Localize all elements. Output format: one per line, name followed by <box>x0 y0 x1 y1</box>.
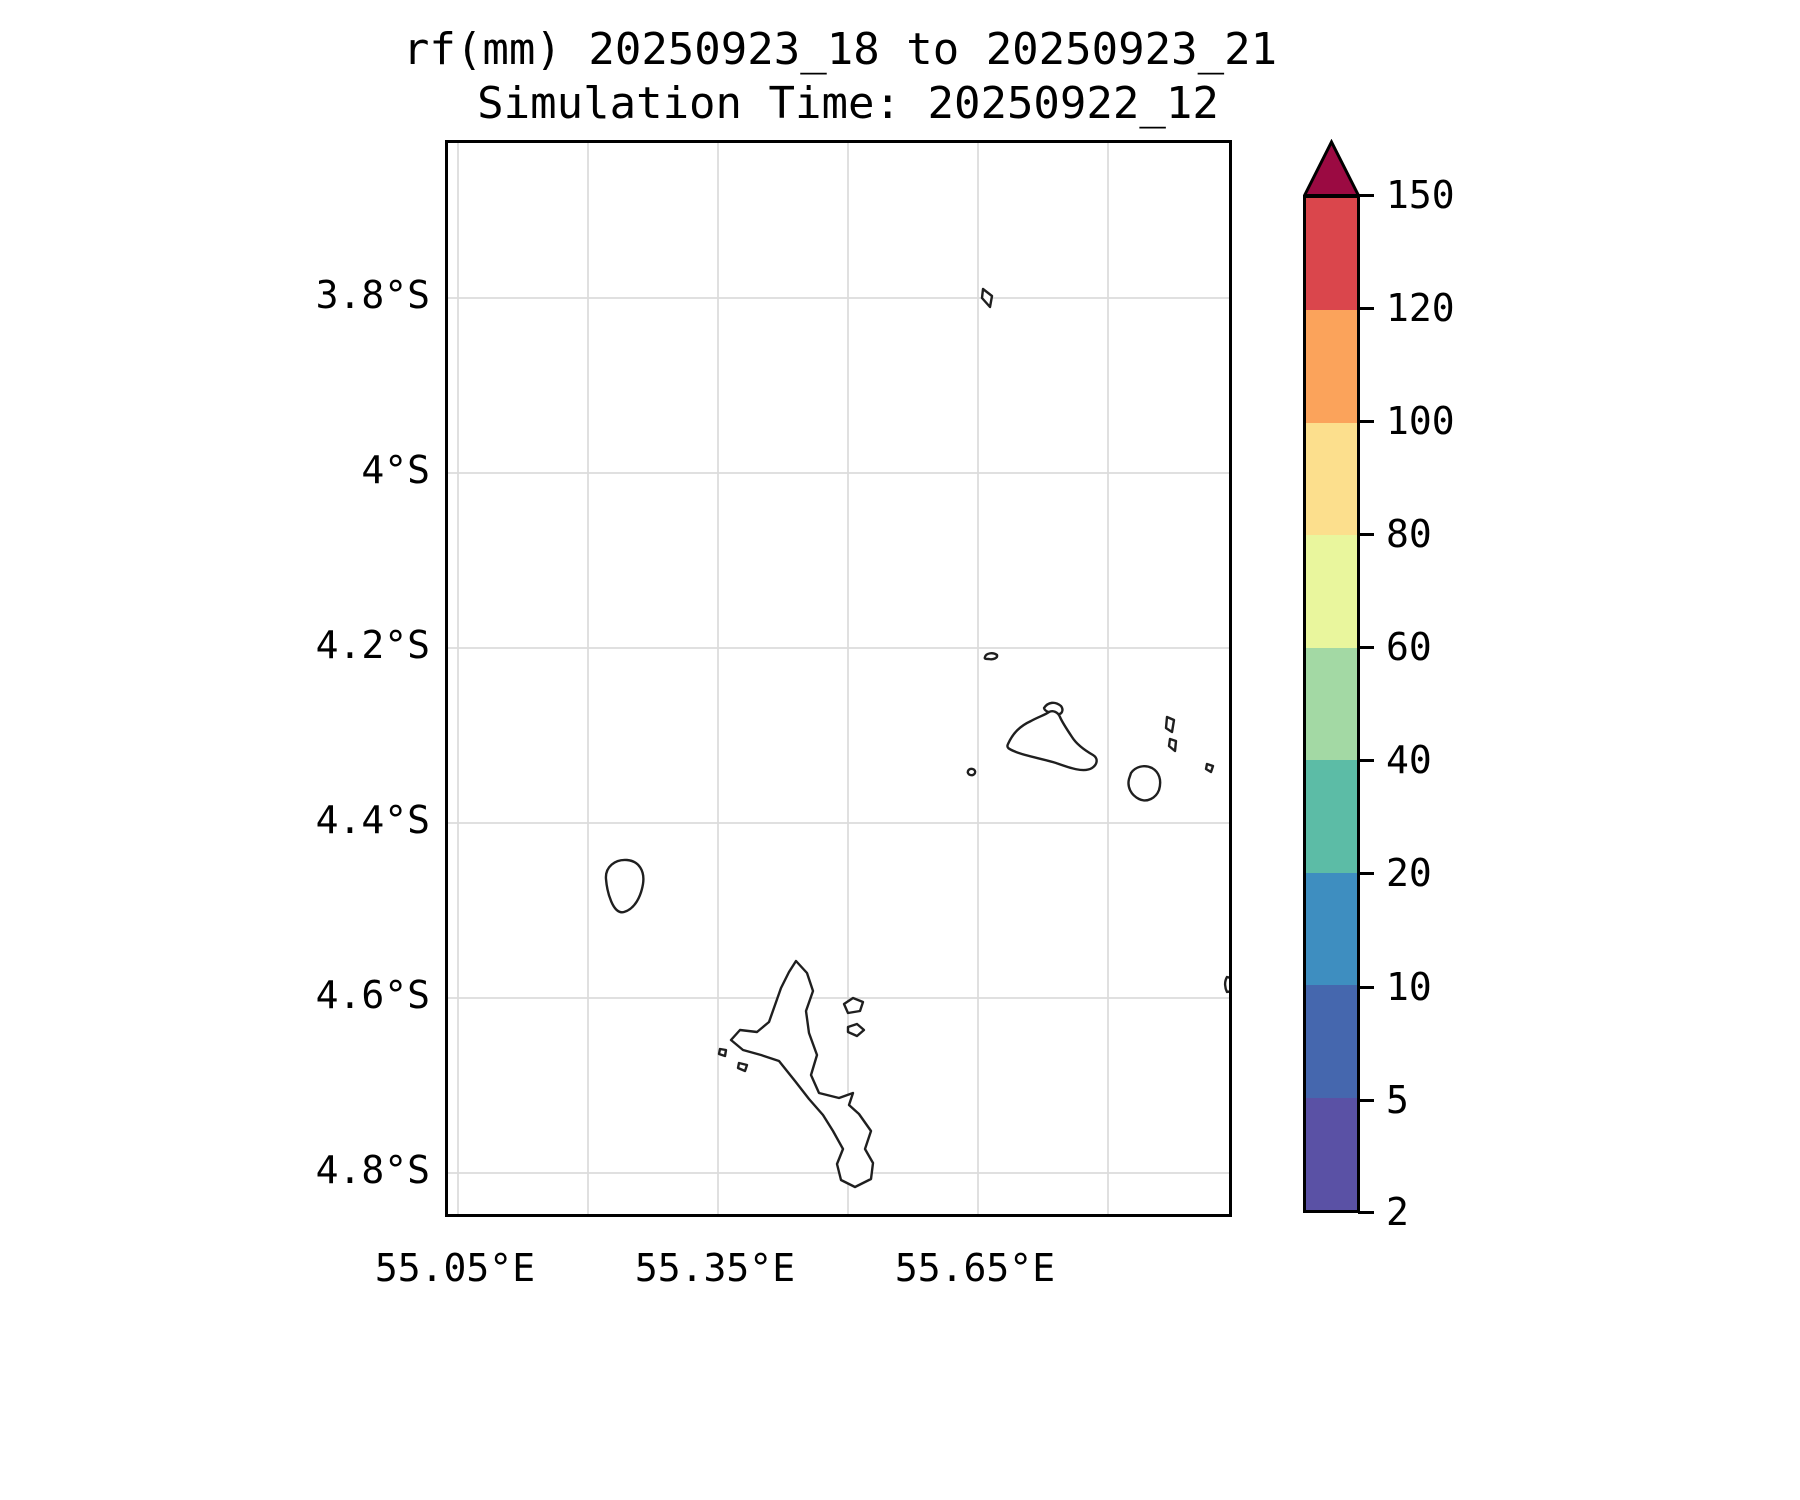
grid-lines <box>448 143 1229 1214</box>
colorbar-segment-120-150 <box>1306 198 1357 311</box>
colorbar-tick <box>1358 533 1374 536</box>
colorbar-segment-60-80 <box>1306 535 1357 648</box>
coastline-island-east <box>1127 765 1162 802</box>
lon-tick-label: 55.35°E <box>634 1246 796 1290</box>
colorbar-segment-100-120 <box>1306 310 1357 423</box>
coastline-islet-right-edge <box>1223 975 1229 994</box>
colorbar-tick <box>1358 194 1374 197</box>
colorbar-tick <box>1358 307 1374 310</box>
map-plot-area <box>445 140 1232 1217</box>
colorbar-tick <box>1358 872 1374 875</box>
colorbar-segment-40-60 <box>1306 647 1357 761</box>
colorbar-segment-20-40 <box>1306 760 1357 873</box>
coastline-islet-west-of-praslin <box>966 767 977 777</box>
lat-tick-label: 4°S <box>361 448 430 492</box>
lon-tick-label: 55.65°E <box>894 1246 1056 1290</box>
colorbar-tick <box>1358 646 1374 649</box>
coastline-island-northeast <box>1006 710 1098 772</box>
colorbar-tick-label: 2 <box>1386 1190 1409 1234</box>
colorbar-over-arrow <box>1303 139 1360 197</box>
colorbar-tick <box>1358 1211 1374 1214</box>
coastline-islet-sliver-1 <box>1164 715 1176 734</box>
coastline-island-main <box>729 959 875 1189</box>
colorbar-tick-label: 20 <box>1386 851 1432 895</box>
lat-tick-label: 4.2°S <box>315 623 430 667</box>
colorbar-tick-label: 60 <box>1386 625 1432 669</box>
colorbar-tick <box>1358 986 1374 989</box>
colorbar-tick-label: 10 <box>1386 965 1432 1009</box>
colorbar-tick-label: 5 <box>1386 1078 1409 1122</box>
lon-tick-label: 55.05°E <box>374 1246 536 1290</box>
coastline-islet-far-east <box>1204 762 1215 774</box>
coastline-islet-tiny-1 <box>717 1047 728 1058</box>
lat-tick-label: 4.6°S <box>315 973 430 1017</box>
colorbar-tick-label: 40 <box>1386 738 1432 782</box>
colorbar-segment-10-20 <box>1306 872 1357 986</box>
coastline-islet-tiny-2 <box>736 1061 749 1073</box>
coastlines-group <box>604 287 1229 1189</box>
coastline-islet-north <box>980 287 994 309</box>
colorbar-tick <box>1358 420 1374 423</box>
colorbar-segment-5-10 <box>1306 985 1357 1098</box>
colorbar-tick <box>1358 759 1374 762</box>
coastline-island-west <box>604 858 645 914</box>
coastline-islet-ste-anne-1 <box>842 996 865 1015</box>
colorbar-tick-label: 100 <box>1386 399 1455 443</box>
lat-tick-label: 4.4°S <box>315 798 430 842</box>
colorbar-over-arrow-shape <box>1303 139 1360 197</box>
map-svg <box>448 143 1229 1214</box>
colorbar-tick-label: 80 <box>1386 512 1432 556</box>
coastline-islet-sliver-2 <box>1167 737 1178 753</box>
colorbar-tick-label: 120 <box>1386 286 1455 330</box>
colorbar-segment-80-100 <box>1306 422 1357 536</box>
chart-subtitle: Simulation Time: 20250922_12 <box>477 78 1219 129</box>
colorbar <box>1303 195 1360 1213</box>
colorbar-tick-label: 150 <box>1386 173 1455 217</box>
chart-title: rf(mm) 20250923_18 to 20250923_21 <box>402 24 1278 75</box>
coastline-islet-speck <box>983 652 999 661</box>
lat-tick-label: 3.8°S <box>315 273 430 317</box>
colorbar-segment-2-5 <box>1306 1097 1357 1210</box>
coastline-islet-ste-anne-2 <box>846 1022 866 1038</box>
lat-tick-label: 4.8°S <box>315 1148 430 1192</box>
colorbar-tick <box>1358 1099 1374 1102</box>
